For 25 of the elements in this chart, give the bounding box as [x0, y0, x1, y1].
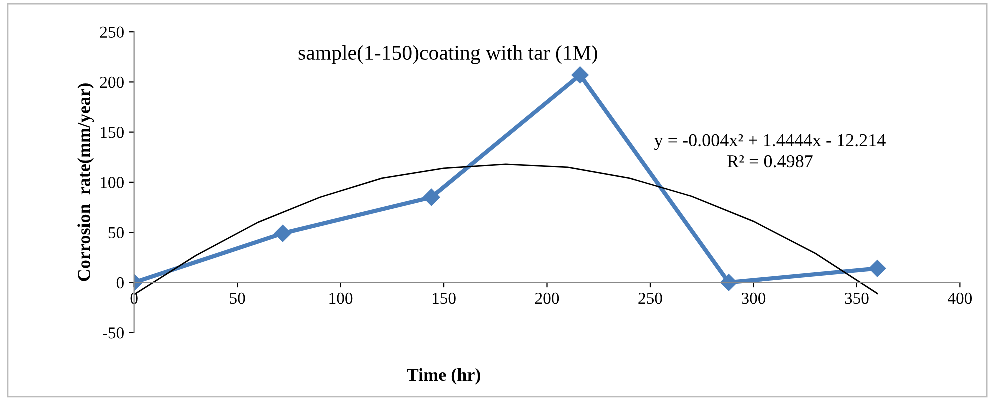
x-axis-title: Time (hr) — [407, 368, 480, 385]
x-tick-label: 150 — [432, 292, 456, 304]
y-axis-title: Corrosion rate(mm/year) — [78, 84, 94, 282]
y-tick-label: -50 — [103, 328, 124, 339]
x-tick-label: 350 — [845, 292, 869, 304]
y-tick-label: 100 — [101, 177, 124, 188]
y-tick-label: 200 — [100, 76, 124, 88]
x-tick-label: 0 — [130, 292, 138, 304]
y-tick-label: 150 — [101, 127, 124, 138]
x-tick-label: 200 — [535, 292, 560, 304]
x-tick-label: 100 — [330, 292, 353, 304]
x-tick-label: 50 — [230, 292, 246, 304]
x-tick-label: 400 — [948, 292, 972, 304]
y-tick-label: 50 — [108, 227, 124, 239]
point — [572, 66, 589, 84]
annotation: R² = 0.4987 — [728, 155, 813, 168]
annotation: y = -0.004x² + 1.4444x - 12.214 — [654, 134, 886, 150]
point — [869, 260, 886, 278]
text: sample(1-150)coating with tar (1M) — [298, 45, 598, 64]
y-tick-label: 0 — [116, 277, 124, 289]
x-tick-label: 300 — [742, 292, 766, 304]
y-tick-label: 250 — [100, 26, 124, 38]
point — [274, 225, 292, 242]
x-tick-label: 250 — [638, 292, 662, 304]
point — [423, 188, 440, 206]
